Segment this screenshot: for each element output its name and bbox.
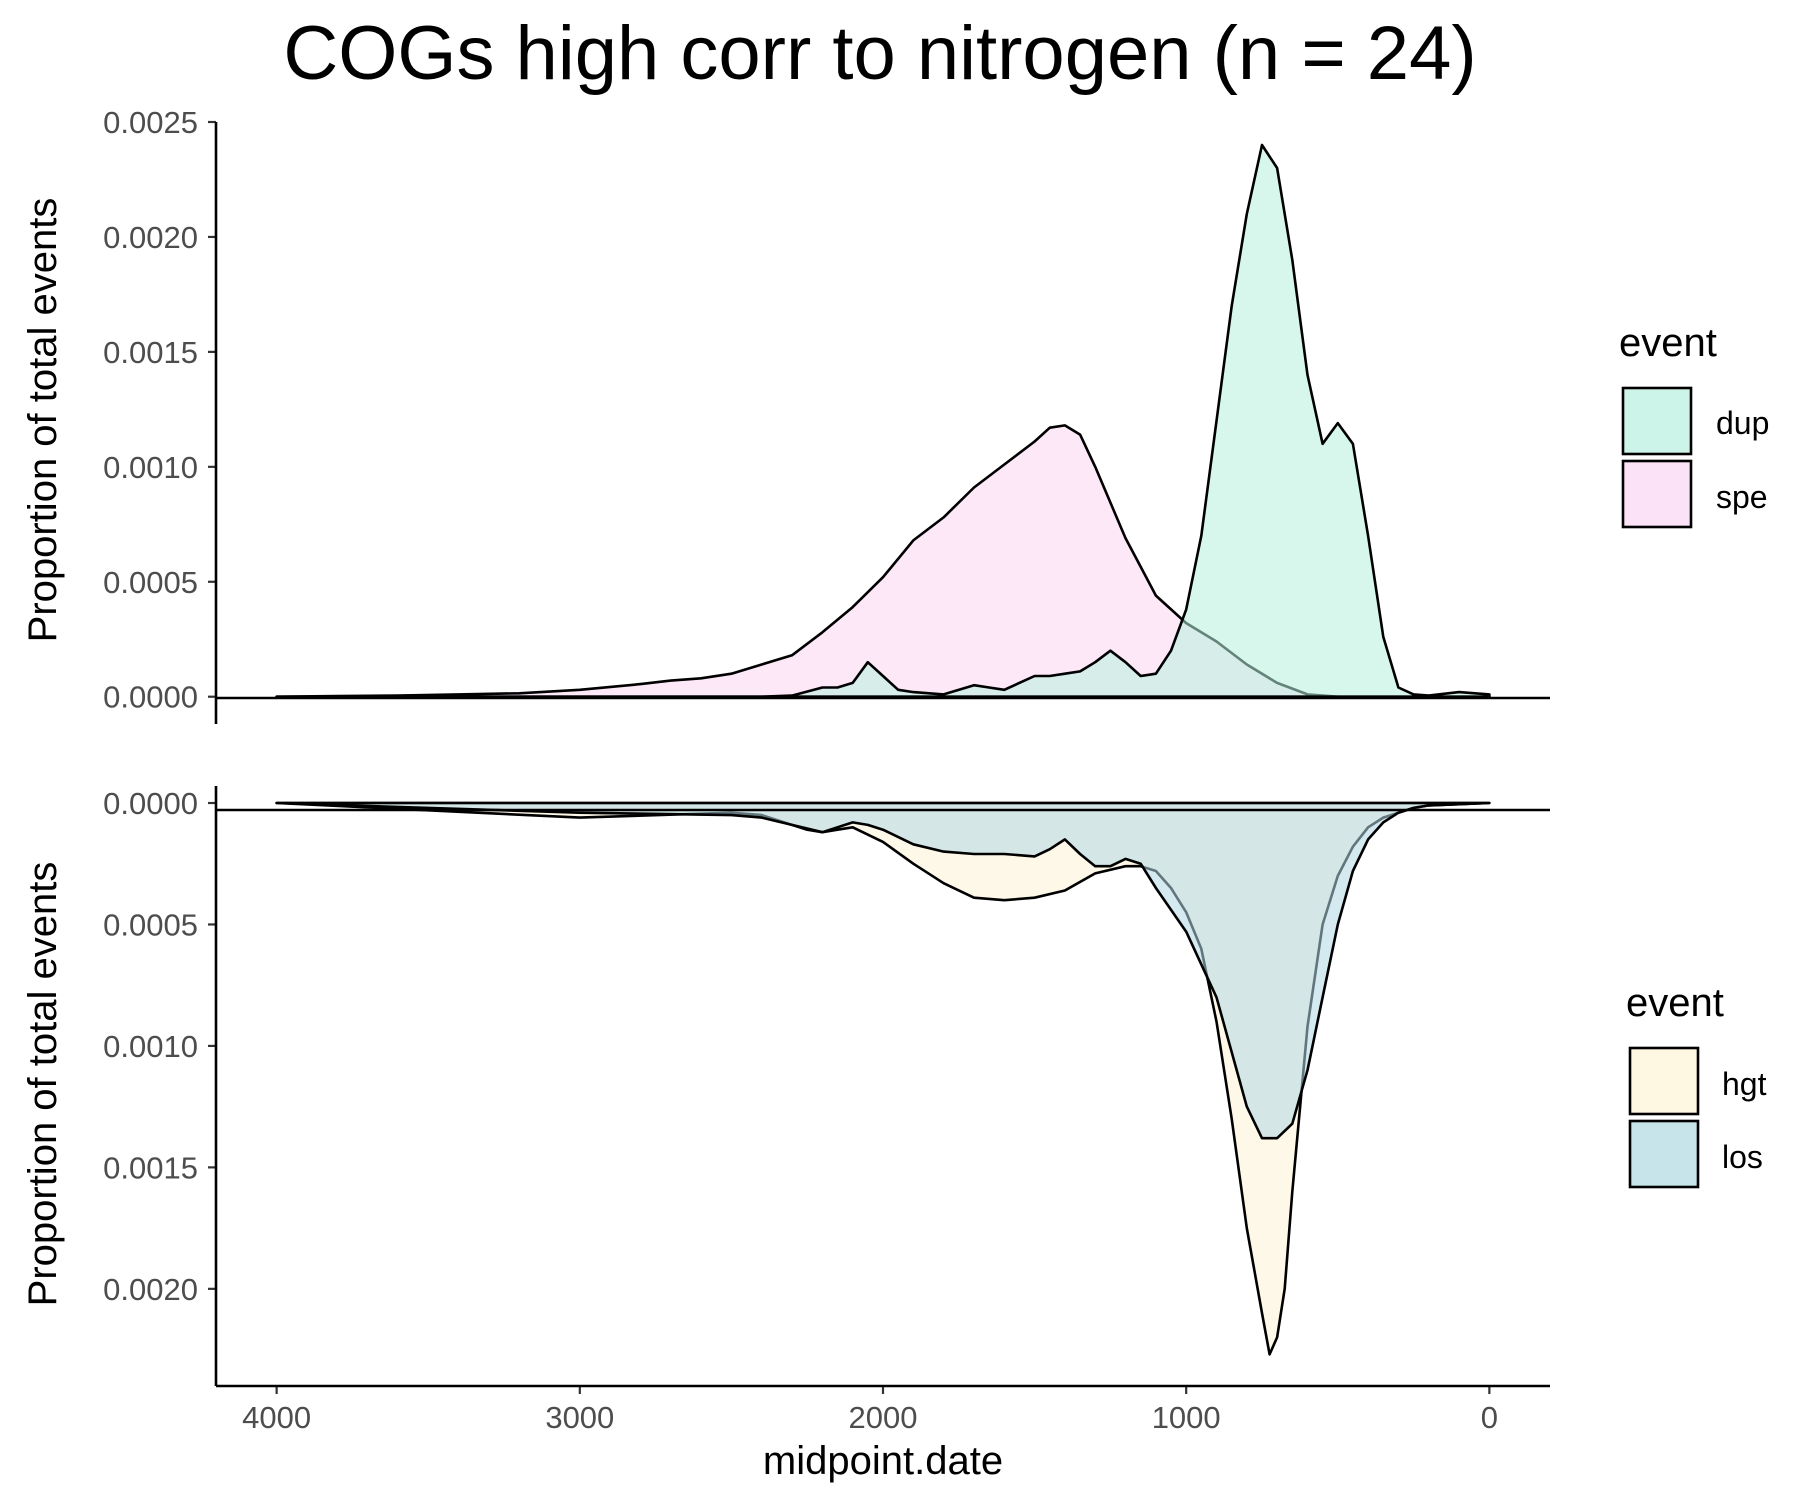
bottom-x-axis-ticks: 4000 3000 2000 1000 0	[242, 1386, 1498, 1435]
y-tick-label: 0.0015	[103, 335, 198, 370]
x-tick-label: 2000	[849, 1400, 918, 1435]
legend-label-dup: dup	[1716, 405, 1769, 441]
bottom-y-axis-ticks: 0.0000 0.0005 0.0010 0.0015 0.0020	[103, 786, 216, 1307]
y-tick-label: 0.0005	[103, 565, 198, 600]
legend-label-los: los	[1722, 1139, 1763, 1175]
y-tick-label: 0.0020	[103, 1272, 198, 1307]
legend-key-hgt	[1628, 1046, 1700, 1116]
chart-title: COGs high corr to nitrogen (n = 24)	[283, 11, 1476, 96]
y-tick-label: 0.0000	[103, 680, 198, 715]
top-series-layer	[275, 143, 1491, 698]
y-tick-label: 0.0025	[103, 105, 198, 140]
y-tick-label: 0.0005	[103, 907, 198, 942]
legend-label-hgt: hgt	[1722, 1066, 1767, 1102]
density-dup	[275, 143, 1491, 698]
top-legend: event dup spe	[1619, 321, 1769, 529]
density-los	[275, 801, 1491, 1140]
y-tick-label: 0.0015	[103, 1150, 198, 1185]
bottom-legend: event hgt los	[1626, 981, 1767, 1189]
legend-key-los	[1628, 1119, 1700, 1189]
legend-key-dup	[1621, 386, 1693, 456]
bottom-y-axis-title: Proportion of total events	[21, 862, 65, 1307]
bottom-panel: 0.0000 0.0005 0.0010 0.0015 0.0020 4000 3000 2…	[21, 786, 1550, 1483]
x-tick-label: 4000	[242, 1400, 311, 1435]
top-legend-title: event	[1619, 321, 1717, 365]
x-tick-label: 0	[1481, 1400, 1498, 1435]
x-axis-title: midpoint.date	[763, 1439, 1003, 1483]
bottom-series-layer	[275, 801, 1491, 1356]
legend-key-spe	[1621, 459, 1693, 529]
y-tick-label: 0.0020	[103, 220, 198, 255]
y-tick-label: 0.0010	[103, 450, 198, 485]
x-tick-label: 1000	[1152, 1400, 1221, 1435]
x-tick-label: 3000	[545, 1400, 614, 1435]
top-y-axis-title: Proportion of total events	[21, 198, 65, 643]
legend-label-spe: spe	[1716, 479, 1768, 515]
y-tick-label: 0.0010	[103, 1029, 198, 1064]
bottom-legend-title: event	[1626, 981, 1724, 1025]
top-panel: 0.0000 0.0005 0.0010 0.0015 0.0020 0.0025 Pro…	[21, 105, 1550, 724]
y-tick-label: 0.0000	[103, 786, 198, 821]
top-y-axis-ticks: 0.0000 0.0005 0.0010 0.0015 0.0020 0.0025	[103, 105, 216, 715]
